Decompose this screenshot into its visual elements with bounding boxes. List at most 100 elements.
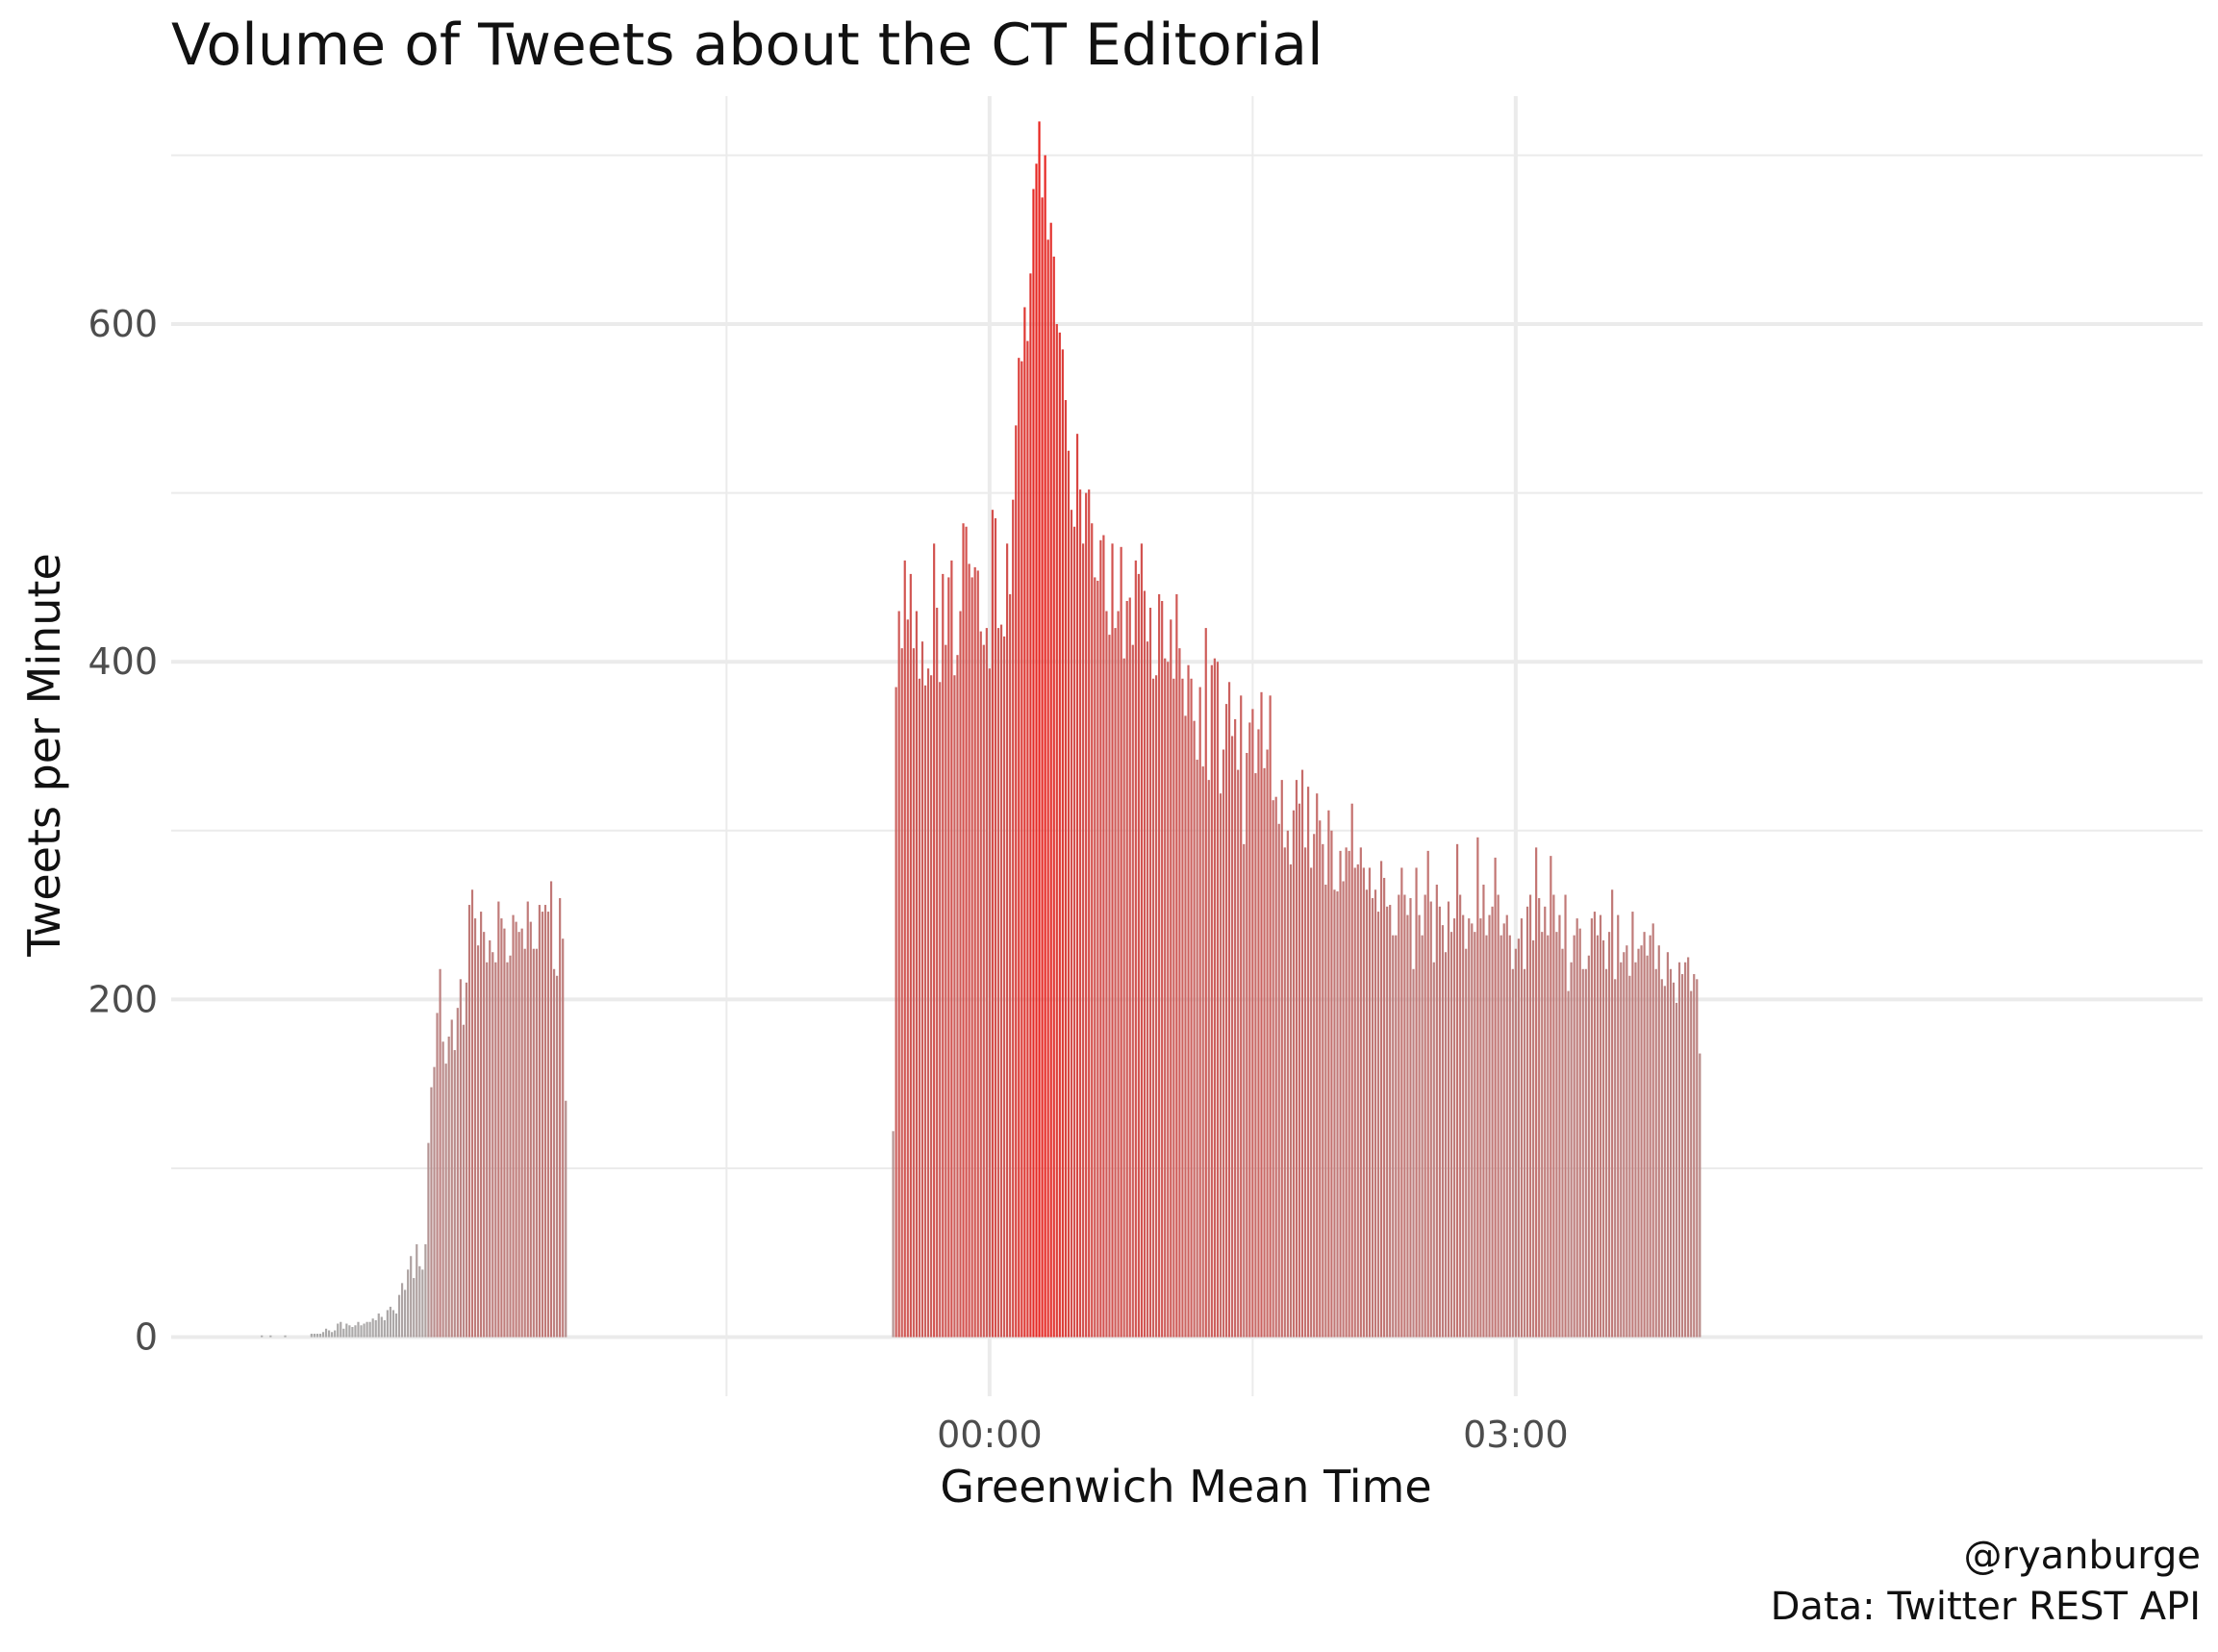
bar [1608, 932, 1611, 1338]
bar [1552, 894, 1555, 1338]
bar [903, 560, 906, 1338]
bar [1310, 867, 1313, 1338]
bar [1006, 543, 1009, 1338]
bar [1201, 766, 1204, 1338]
bar [546, 912, 550, 1338]
bar [1251, 709, 1254, 1338]
bar [1240, 695, 1243, 1338]
bar [1593, 912, 1597, 1338]
bar [473, 918, 477, 1338]
bar [930, 675, 933, 1338]
bar [1023, 307, 1026, 1338]
bar [1213, 658, 1216, 1338]
bar [1400, 867, 1403, 1338]
bar [1038, 121, 1041, 1338]
bar [520, 928, 523, 1338]
bar [1286, 830, 1289, 1338]
bar [970, 577, 973, 1338]
bar [523, 948, 526, 1338]
bar [1432, 962, 1435, 1338]
bar [284, 1335, 287, 1338]
bar [1303, 847, 1307, 1338]
bar [1550, 856, 1552, 1338]
bar [1502, 923, 1505, 1338]
bar [915, 611, 918, 1338]
bar [1298, 803, 1301, 1338]
bar [1272, 800, 1274, 1338]
bar [430, 1087, 433, 1338]
bar [1187, 664, 1190, 1338]
bar [1677, 962, 1681, 1338]
bar [1058, 332, 1061, 1338]
bar [1626, 945, 1628, 1338]
bar [1649, 935, 1651, 1338]
bar [1055, 324, 1058, 1338]
bar [1178, 648, 1181, 1338]
bar [1403, 894, 1406, 1338]
bar [1520, 918, 1524, 1338]
bar [1091, 523, 1094, 1338]
bar [1111, 543, 1114, 1338]
bar [1032, 188, 1035, 1338]
bar [1409, 898, 1412, 1338]
bar [1184, 715, 1187, 1338]
bar [1643, 932, 1646, 1338]
bar [1421, 935, 1424, 1338]
bar [436, 1013, 439, 1338]
bar [386, 1310, 389, 1338]
bar [543, 905, 547, 1338]
bar [476, 945, 480, 1338]
bar [909, 573, 912, 1338]
bar [1525, 906, 1529, 1338]
bar [1263, 767, 1266, 1338]
bar [1590, 918, 1593, 1338]
bar [1277, 823, 1280, 1338]
bar [318, 1334, 322, 1338]
bar [1254, 773, 1257, 1338]
bar [1339, 850, 1342, 1338]
bar [489, 939, 491, 1338]
bar [1555, 932, 1558, 1338]
bar [1061, 349, 1064, 1338]
bar [1237, 769, 1240, 1338]
bar [1528, 894, 1532, 1338]
bar [1072, 526, 1076, 1338]
bar [1164, 658, 1167, 1338]
y-tick-label: 200 [88, 978, 158, 1020]
bar [1444, 952, 1448, 1338]
bar [345, 1323, 348, 1338]
bar [1538, 898, 1541, 1338]
bar [968, 563, 970, 1338]
bar [1125, 601, 1128, 1338]
bar [1389, 905, 1392, 1338]
bar [348, 1325, 351, 1338]
bar [1295, 780, 1298, 1338]
bar [1348, 850, 1350, 1338]
bar [1336, 891, 1339, 1338]
bar [1435, 884, 1438, 1338]
bar [565, 1100, 567, 1338]
bar [1476, 837, 1479, 1338]
bar [1064, 400, 1067, 1338]
bar [1544, 906, 1547, 1338]
bar [1015, 425, 1018, 1338]
bar [1044, 155, 1046, 1338]
bar [1260, 691, 1263, 1338]
bar [1300, 769, 1304, 1338]
bar [1646, 955, 1649, 1338]
bar [1210, 664, 1213, 1338]
bar [441, 1041, 444, 1338]
bar [549, 881, 553, 1338]
bar [1666, 952, 1669, 1338]
bar [1035, 163, 1038, 1338]
bar [912, 648, 915, 1338]
bar [1426, 850, 1429, 1338]
bar [1222, 749, 1225, 1338]
bar [1488, 914, 1491, 1338]
bar [1690, 990, 1693, 1338]
bar [1231, 736, 1234, 1338]
bar [1628, 975, 1631, 1338]
bar [1511, 968, 1514, 1338]
bar [506, 962, 509, 1338]
bar [354, 1325, 357, 1338]
